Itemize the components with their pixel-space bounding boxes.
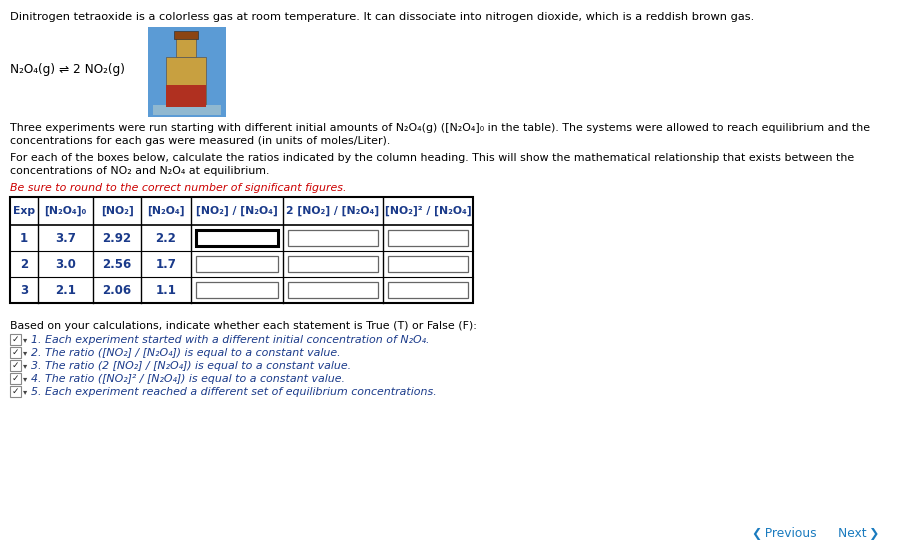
Text: 2 [NO₂] / [N₂O₄]: 2 [NO₂] / [N₂O₄] <box>287 206 379 216</box>
Text: 4. The ratio ([NO₂]² / [N₂O₄]) is equal to a constant value.: 4. The ratio ([NO₂]² / [N₂O₄]) is equal … <box>31 374 345 384</box>
Text: N₂O₄(g) ⇌ 2 NO₂(g): N₂O₄(g) ⇌ 2 NO₂(g) <box>10 63 125 76</box>
Text: ✓: ✓ <box>12 335 19 344</box>
Bar <box>10 360 21 371</box>
Bar <box>10 386 21 397</box>
Text: For each of the boxes below, calculate the ratios indicated by the column headin: For each of the boxes below, calculate t… <box>10 153 854 163</box>
Text: 2.2: 2.2 <box>156 231 177 245</box>
Bar <box>10 347 21 358</box>
Text: 1.1: 1.1 <box>156 283 177 296</box>
Bar <box>10 373 21 384</box>
Bar <box>388 282 468 298</box>
Bar <box>288 282 378 298</box>
Bar <box>288 256 378 272</box>
Bar <box>10 334 21 345</box>
Text: Based on your calculations, indicate whether each statement is True (T) or False: Based on your calculations, indicate whe… <box>10 321 477 331</box>
Text: concentrations of NO₂ and N₂O₄ at equilibrium.: concentrations of NO₂ and N₂O₄ at equili… <box>10 166 269 176</box>
Text: 1. Each experiment started with a different initial concentration of N₂O₄.: 1. Each experiment started with a differ… <box>31 335 430 345</box>
Text: 3: 3 <box>20 283 28 296</box>
Bar <box>176 35 196 57</box>
Text: 2: 2 <box>20 258 28 271</box>
Text: ▾: ▾ <box>23 387 27 396</box>
Text: 3. The ratio (2 [NO₂] / [N₂O₄]) is equal to a constant value.: 3. The ratio (2 [NO₂] / [N₂O₄]) is equal… <box>31 361 351 371</box>
Bar <box>148 27 226 117</box>
Text: [NO₂]: [NO₂] <box>101 206 133 216</box>
Text: Dinitrogen tetraoxide is a colorless gas at room temperature. It can dissociate : Dinitrogen tetraoxide is a colorless gas… <box>10 12 754 22</box>
Text: Exp: Exp <box>13 206 35 216</box>
Text: 3.0: 3.0 <box>55 258 76 271</box>
Text: ✓: ✓ <box>12 348 19 357</box>
Bar <box>153 105 221 115</box>
Bar <box>174 31 198 39</box>
Text: 2.06: 2.06 <box>103 283 132 296</box>
Text: [NO₂]² / [N₂O₄]: [NO₂]² / [N₂O₄] <box>385 206 471 216</box>
Text: 2.1: 2.1 <box>55 283 76 296</box>
Text: Next ❯: Next ❯ <box>838 527 879 540</box>
Text: ▾: ▾ <box>23 361 27 370</box>
Text: 1.7: 1.7 <box>156 258 177 271</box>
Bar <box>388 230 468 246</box>
Text: Three experiments were run starting with different initial amounts of N₂O₄(g) ([: Three experiments were run starting with… <box>10 123 870 133</box>
Text: ✓: ✓ <box>12 387 19 396</box>
Bar <box>196 282 278 298</box>
Text: 3.7: 3.7 <box>55 231 76 245</box>
Text: 2.56: 2.56 <box>103 258 132 271</box>
Text: [N₂O₄]: [N₂O₄] <box>147 206 185 216</box>
Text: ▾: ▾ <box>23 348 27 357</box>
Text: 2.92: 2.92 <box>103 231 132 245</box>
Text: ✓: ✓ <box>12 361 19 370</box>
Text: Be sure to round to the correct number of significant figures.: Be sure to round to the correct number o… <box>10 183 347 193</box>
Bar <box>10 197 473 303</box>
Text: ❮ Previous: ❮ Previous <box>752 527 816 540</box>
Text: 2. The ratio ([NO₂] / [N₂O₄]) is equal to a constant value.: 2. The ratio ([NO₂] / [N₂O₄]) is equal t… <box>31 348 341 358</box>
Bar <box>196 230 278 246</box>
Text: ▾: ▾ <box>23 335 27 344</box>
Bar <box>166 85 206 107</box>
Bar <box>288 230 378 246</box>
Text: ✓: ✓ <box>12 374 19 383</box>
Text: [NO₂] / [N₂O₄]: [NO₂] / [N₂O₄] <box>196 206 278 216</box>
Text: 1: 1 <box>20 231 28 245</box>
Text: 5. Each experiment reached a different set of equilibrium concentrations.: 5. Each experiment reached a different s… <box>31 387 437 397</box>
Text: concentrations for each gas were measured (in units of moles/Liter).: concentrations for each gas were measure… <box>10 136 390 146</box>
Bar <box>196 256 278 272</box>
Text: [N₂O₄]₀: [N₂O₄]₀ <box>44 206 86 216</box>
Text: ▾: ▾ <box>23 374 27 383</box>
Bar <box>388 256 468 272</box>
Bar <box>166 57 206 107</box>
